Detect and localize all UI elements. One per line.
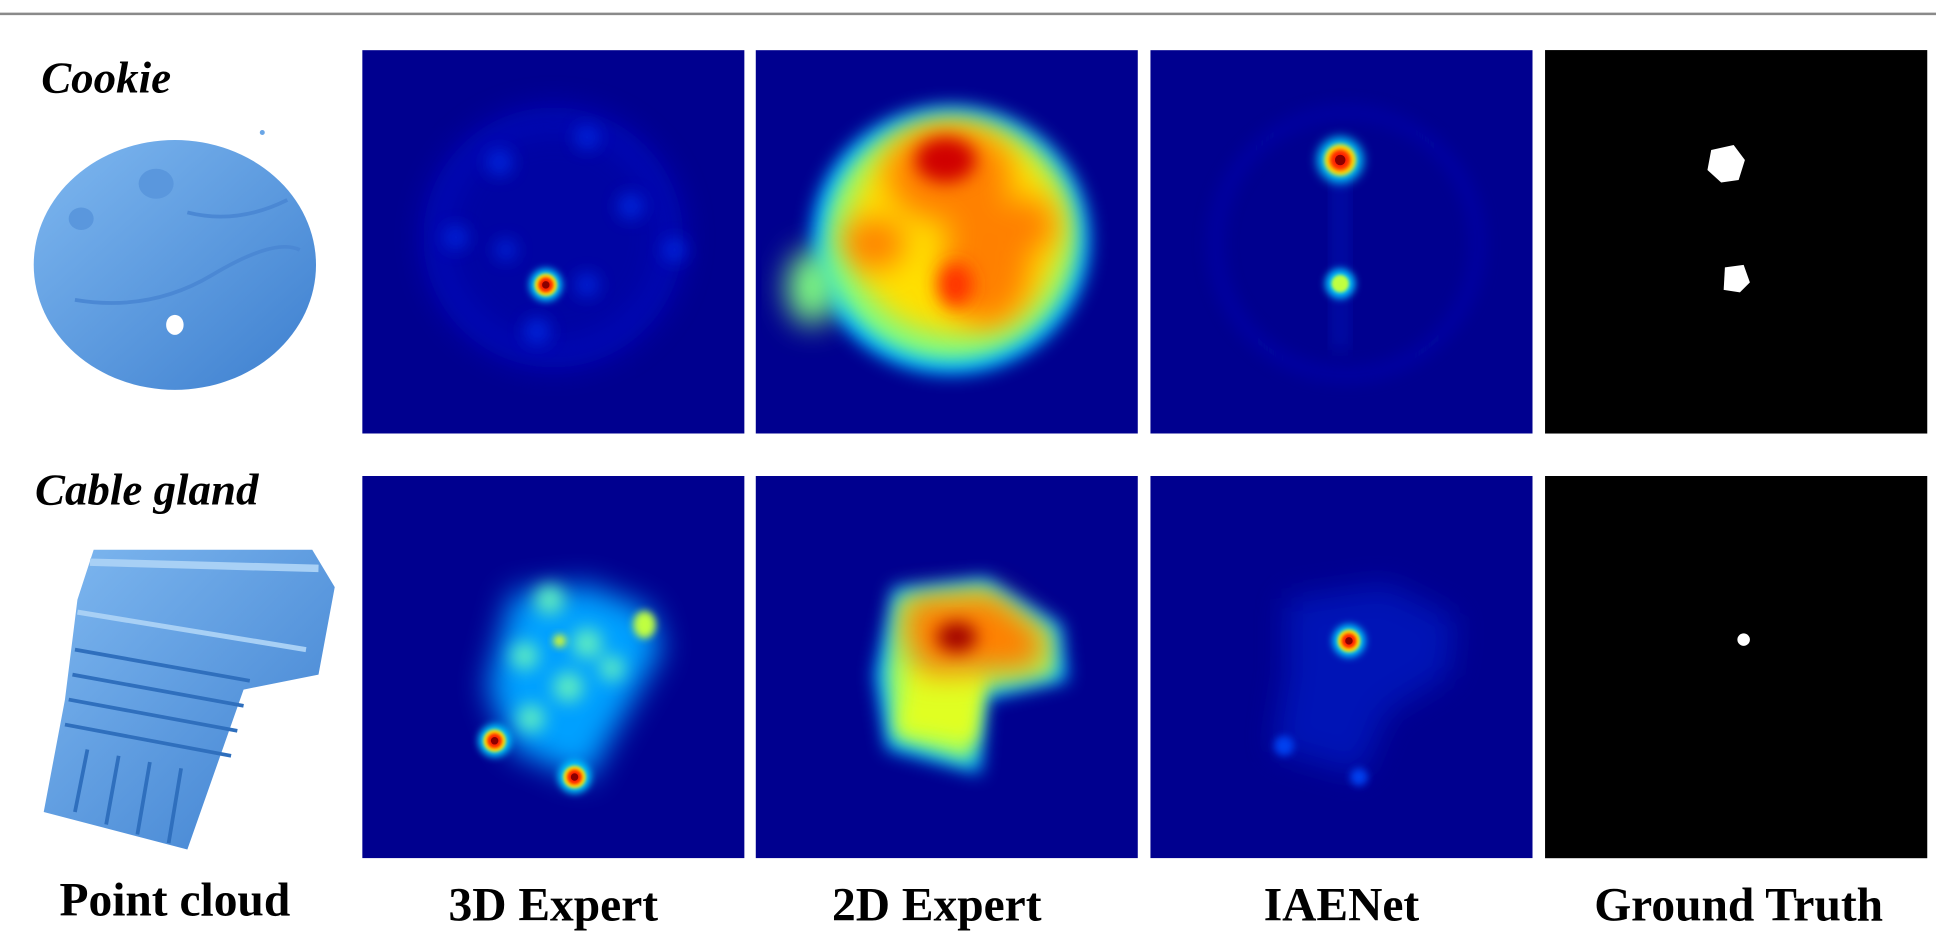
heatmap-cable-iaenet [1150, 476, 1533, 859]
column-label: IAENet [1264, 880, 1420, 932]
heatmap-cable-2d [755, 476, 1138, 859]
heatmap-cable-3d [362, 476, 745, 859]
heatmap-cookie-iaenet [1150, 50, 1533, 434]
column-label: Point cloud [60, 875, 291, 927]
column-label: Ground Truth [1594, 880, 1883, 932]
point-cloud-cookie [33, 130, 317, 390]
ground-truth-cable [1545, 476, 1928, 859]
ground-truth-cookie [1545, 50, 1928, 434]
row-label: Cookie [41, 53, 171, 103]
heatmap-cookie-3d [362, 50, 745, 434]
column-label: 2D Expert [832, 880, 1042, 932]
point-cloud-cable-gland [43, 549, 335, 850]
column-label: 3D Expert [449, 880, 659, 932]
row-label: Cable gland [35, 465, 260, 515]
heatmap-cookie-2d [755, 50, 1138, 434]
